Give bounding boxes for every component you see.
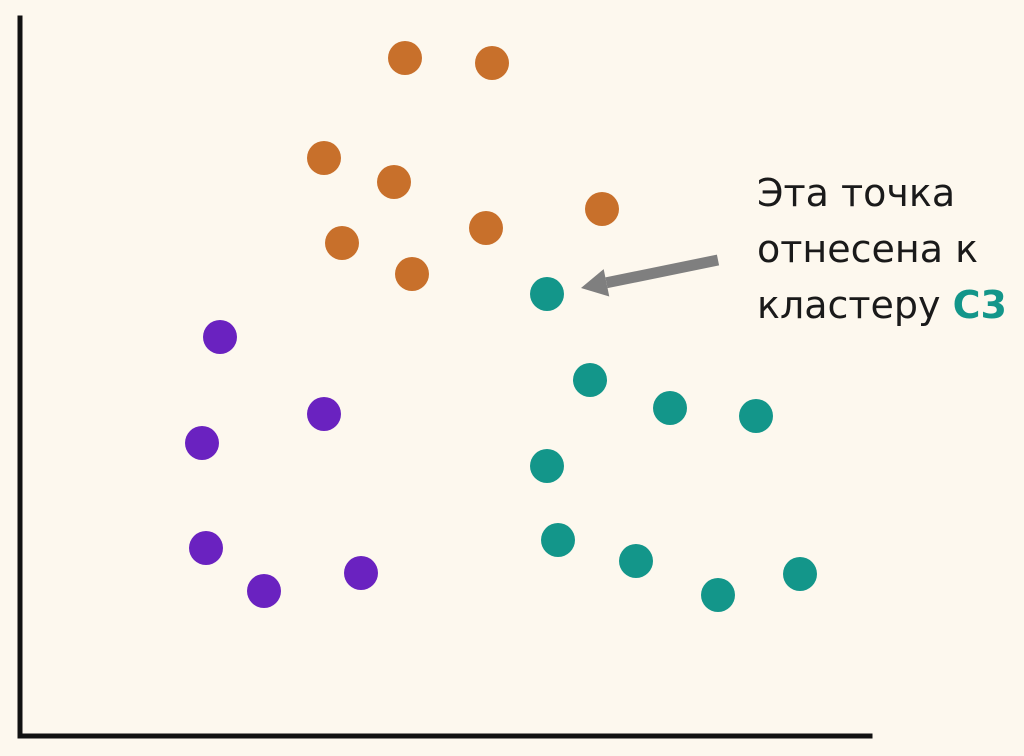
annotation-line-3-text: кластеру <box>757 283 953 327</box>
data-point-s2-3 <box>185 426 219 460</box>
data-point-s2-2 <box>307 397 341 431</box>
data-point-s3-4 <box>739 399 773 433</box>
data-point-s2-4 <box>189 531 223 565</box>
annotation-line-3: кластеру C3 <box>757 283 1007 327</box>
data-point-s2-6 <box>344 556 378 590</box>
data-point-s3-6 <box>541 523 575 557</box>
data-point-s3-8 <box>701 578 735 612</box>
annotation-arrow-head <box>581 269 610 297</box>
data-point-s1-2 <box>475 46 509 80</box>
data-point-s1-1 <box>388 41 422 75</box>
data-point-s3-3 <box>653 391 687 425</box>
data-points <box>185 41 817 612</box>
annotation: Эта точка отнесена к кластеру C3 <box>581 171 1007 327</box>
data-point-s1-5 <box>585 192 619 226</box>
data-point-s2-5 <box>247 574 281 608</box>
annotation-line-1: Эта точка <box>757 171 955 215</box>
data-point-s1-3 <box>307 141 341 175</box>
annotation-line-2: отнесена к <box>757 227 978 271</box>
annotation-arrow <box>605 254 720 289</box>
data-point-s3-2 <box>573 363 607 397</box>
data-point-s1-7 <box>469 211 503 245</box>
data-point-s2-1 <box>203 320 237 354</box>
data-point-s3-9 <box>783 557 817 591</box>
data-point-s1-8 <box>395 257 429 291</box>
data-point-s1-6 <box>325 226 359 260</box>
annotation-cluster-label: C3 <box>953 283 1007 327</box>
chart-axes <box>17 15 873 739</box>
data-point-s1-4 <box>377 165 411 199</box>
data-point-s3-7 <box>619 544 653 578</box>
data-point-s3-5 <box>530 449 564 483</box>
data-point-s3-1 <box>530 277 564 311</box>
